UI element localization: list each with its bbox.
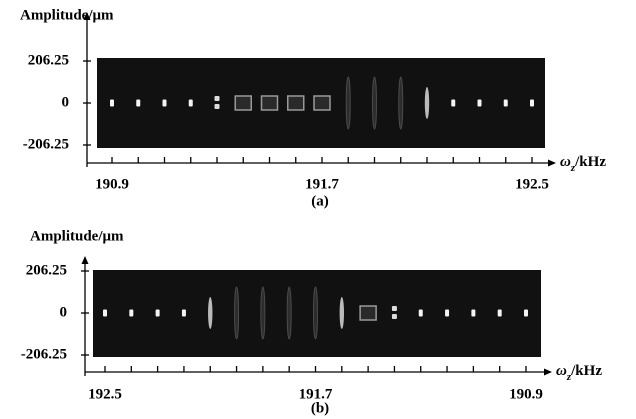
spot-streak xyxy=(373,77,377,129)
spot xyxy=(419,310,423,317)
spot xyxy=(103,310,107,317)
spot-streak xyxy=(235,287,239,339)
spot xyxy=(392,314,397,319)
spot xyxy=(530,100,534,107)
x-tick-label: 192.5 xyxy=(515,176,549,192)
spot xyxy=(136,100,140,107)
y-tick-label: 0 xyxy=(62,94,70,110)
spot-streak xyxy=(425,87,429,119)
x-label-unit: /kHz xyxy=(574,154,606,170)
panel: Amplitude/μm ωz/kHz (a) 206.25 0 -206.25 190.9… xyxy=(20,7,606,209)
spot-streak xyxy=(261,287,265,339)
y-tick-label: 0 xyxy=(60,304,68,320)
figure: Amplitude/μm ωz/kHz (a) 206.25 0 -206.25 190.9… xyxy=(0,0,636,419)
spot xyxy=(110,100,114,107)
spot-streak xyxy=(399,77,403,129)
y-axis-label: Amplitude/μm xyxy=(20,7,114,23)
spot xyxy=(471,310,475,317)
spot xyxy=(504,100,508,107)
y-tick-label: 206.25 xyxy=(28,52,69,68)
x-axis-label: ωz/kHz xyxy=(560,154,606,173)
x-tick-label: 190.9 xyxy=(509,386,543,402)
y-tick-label: -206.25 xyxy=(23,136,69,152)
x-tick-label: 190.9 xyxy=(95,176,129,192)
spot xyxy=(445,310,449,317)
x-tick-label: 191.7 xyxy=(305,176,339,192)
spot xyxy=(182,310,186,317)
spot-box xyxy=(262,96,278,110)
y-tick-label: 206.25 xyxy=(26,262,67,278)
x-label-unit: /kHz xyxy=(570,363,602,379)
y-tick-label: -206.25 xyxy=(21,346,67,362)
spot xyxy=(392,306,397,311)
y-axis-label: Amplitude/μm xyxy=(30,228,124,244)
caption: (a) xyxy=(311,193,329,209)
x-axis-label: ωz/kHz xyxy=(556,363,602,382)
spot xyxy=(215,96,220,101)
spot xyxy=(524,310,528,317)
spot-box xyxy=(360,306,376,320)
spot-streak xyxy=(314,287,318,339)
spot xyxy=(189,100,193,107)
x-axis-arrow xyxy=(548,160,556,167)
y-axis-arrow xyxy=(82,256,89,264)
x-label-symbol: ω xyxy=(556,363,567,379)
caption: (b) xyxy=(311,400,329,416)
spot xyxy=(478,100,482,107)
spot xyxy=(163,100,167,107)
x-label-symbol: ω xyxy=(560,154,571,170)
spot-streak xyxy=(340,297,344,329)
spot xyxy=(129,310,133,317)
panel: Amplitude/μm ωz/kHz (b) 206.25 0 -206.25 192.5… xyxy=(21,228,603,416)
spot xyxy=(451,100,455,107)
spot xyxy=(215,104,220,109)
spot-box xyxy=(235,96,251,110)
spot-box xyxy=(288,96,304,110)
spot-streak xyxy=(208,297,212,329)
x-tick-label: 192.5 xyxy=(88,386,122,402)
spot-streak xyxy=(346,77,350,129)
x-axis-arrow xyxy=(544,369,552,376)
spot-box xyxy=(314,96,330,110)
spot xyxy=(498,310,502,317)
spot-streak xyxy=(287,287,291,339)
spot xyxy=(156,310,160,317)
x-tick-label: 191.7 xyxy=(299,386,333,402)
